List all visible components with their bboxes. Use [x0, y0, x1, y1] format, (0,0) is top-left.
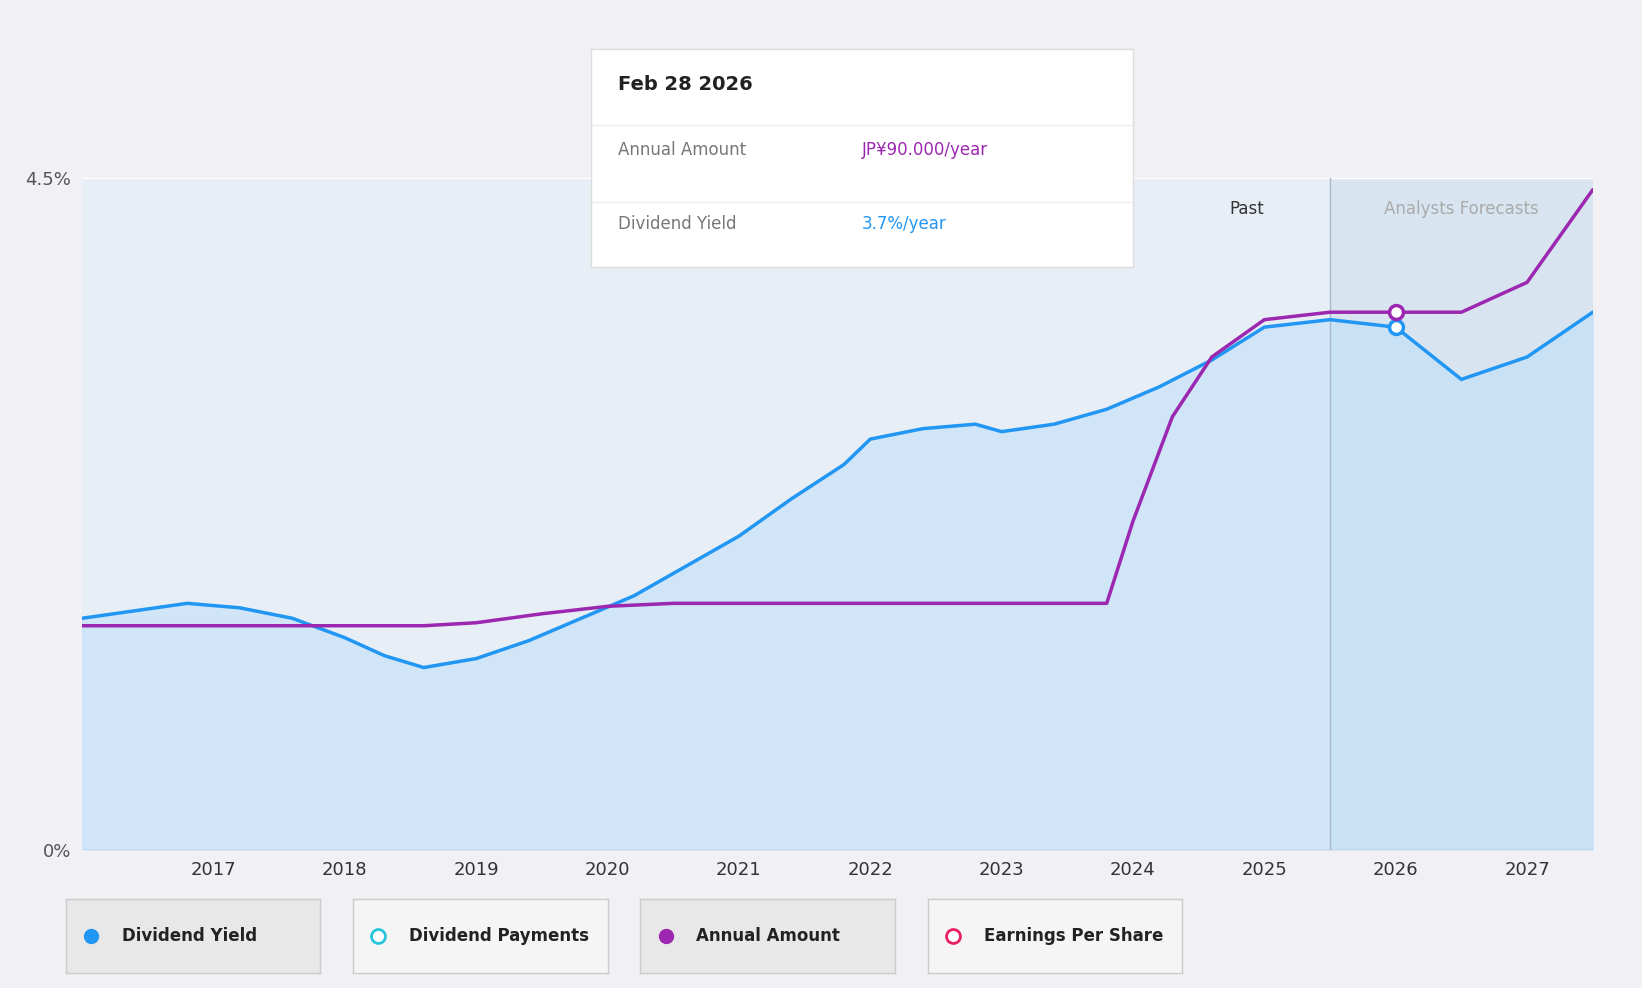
- Text: Annual Amount: Annual Amount: [617, 140, 747, 159]
- Text: Dividend Yield: Dividend Yield: [617, 214, 737, 232]
- Text: Earnings Per Share: Earnings Per Share: [984, 927, 1163, 946]
- Text: Feb 28 2026: Feb 28 2026: [617, 75, 754, 95]
- Text: 3.7%/year: 3.7%/year: [862, 214, 947, 232]
- Text: Analysts Forecasts: Analysts Forecasts: [1384, 201, 1539, 218]
- Text: Past: Past: [1230, 201, 1264, 218]
- Text: Dividend Yield: Dividend Yield: [122, 927, 256, 946]
- Text: Dividend Payments: Dividend Payments: [409, 927, 589, 946]
- Text: JP¥90.000/year: JP¥90.000/year: [862, 140, 988, 159]
- Bar: [1330, 178, 1593, 850]
- Text: Annual Amount: Annual Amount: [696, 927, 841, 946]
